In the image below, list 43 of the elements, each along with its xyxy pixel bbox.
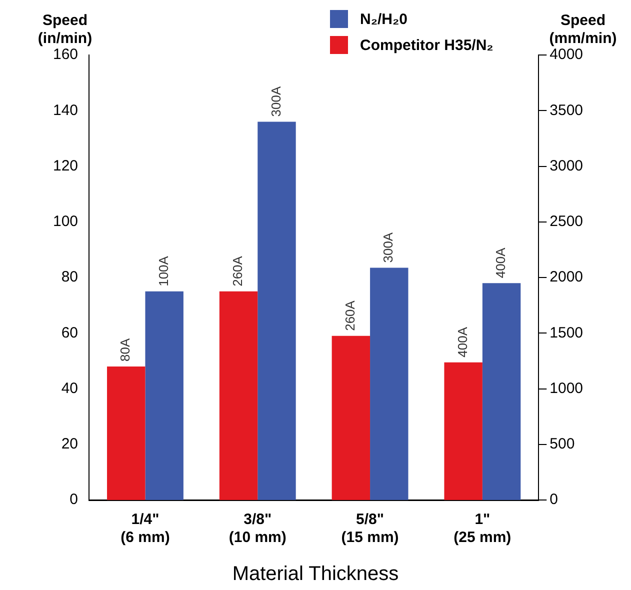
bar bbox=[258, 122, 296, 500]
y-tick-label: 60 bbox=[61, 324, 78, 342]
x-tick-label: 1" (25 mm) bbox=[454, 511, 512, 546]
y-tick-label: 80 bbox=[61, 268, 78, 286]
y2-tick-label: 0 bbox=[550, 491, 558, 508]
annotation: 400A bbox=[454, 326, 470, 358]
y2-tick-label: 1500 bbox=[550, 324, 584, 342]
y-tick-label: 140 bbox=[52, 102, 78, 119]
annotation: 260A bbox=[230, 256, 246, 286]
y-tick-label: 160 bbox=[52, 46, 78, 64]
y2-tick-label: 1000 bbox=[550, 380, 584, 397]
y-tick-label: 0 bbox=[70, 491, 78, 508]
x-tick-label: 1/4" (6 mm) bbox=[120, 511, 170, 546]
x-axis-title: Material Thickness bbox=[231, 563, 400, 586]
annotation: 100A bbox=[156, 256, 171, 286]
y-tick-label: 120 bbox=[52, 157, 78, 174]
legend-label: Competitor H35/N₂ bbox=[360, 36, 494, 54]
y2-axis-title: Speed (mm/min) bbox=[548, 12, 618, 48]
y-tick-label: 20 bbox=[61, 436, 78, 453]
y2-tick-label: 3500 bbox=[550, 102, 584, 119]
y2-tick-label: 2000 bbox=[550, 268, 584, 286]
bar bbox=[482, 283, 521, 500]
bar bbox=[107, 366, 146, 500]
annotation: 80A bbox=[118, 338, 133, 362]
y2-tick-label: 4000 bbox=[550, 46, 584, 64]
y-axis-title: Speed (in/min) bbox=[36, 12, 94, 48]
legend-label: N₂/H₂0 bbox=[360, 10, 408, 28]
annotation: 260A bbox=[342, 300, 358, 331]
bar bbox=[332, 336, 370, 500]
y-tick-label: 40 bbox=[61, 380, 78, 397]
annotation: 400A bbox=[493, 247, 508, 278]
bar bbox=[444, 362, 482, 500]
y2-tick-label: 500 bbox=[550, 436, 575, 453]
bar bbox=[370, 268, 408, 500]
bar bbox=[145, 291, 184, 500]
x-tick-label: 3/8" (10 mm) bbox=[228, 511, 286, 546]
annotation: 300A bbox=[380, 232, 396, 263]
y2-tick-label: 3000 bbox=[550, 157, 584, 174]
y2-tick-label: 2500 bbox=[550, 213, 584, 230]
y-tick-label: 100 bbox=[52, 213, 78, 230]
bar bbox=[219, 291, 258, 500]
x-tick-label: 5/8" (15 mm) bbox=[341, 511, 399, 546]
annotation: 300A bbox=[268, 86, 284, 117]
